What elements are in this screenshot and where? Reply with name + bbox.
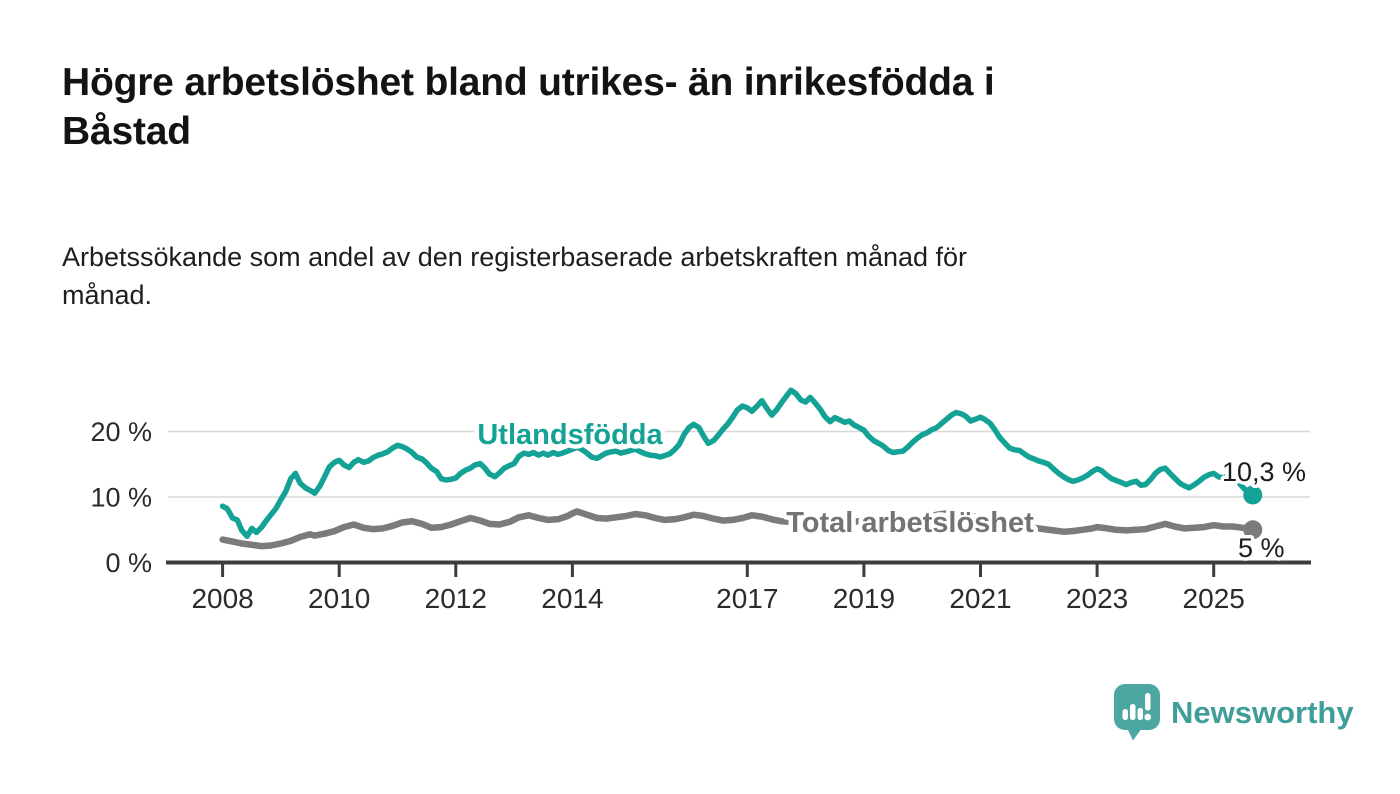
chart-subtitle-line1: Arbetssökande som andel av den registerb… [62, 242, 968, 272]
x-tick-label: 2008 [191, 583, 253, 614]
page-title-line1: Högre arbetslöshet bland utrikes- än inr… [62, 61, 995, 104]
x-tick-label: 2023 [1066, 583, 1128, 614]
x-tick-label: 2017 [716, 583, 778, 614]
end-dot-utlandsfodda [1243, 485, 1263, 505]
x-axis-tick-labels: 2008 2010 2012 2014 2017 2019 2021 2023 2025 [191, 583, 1244, 614]
newsworthy-logo[interactable]: Newsworthy [1114, 684, 1354, 741]
newsworthy-logo-text: Newsworthy [1171, 695, 1354, 730]
newsworthy-logo-icon [1114, 684, 1160, 741]
end-value-label-total: 5 % [1238, 533, 1285, 563]
x-tick-label: 2012 [425, 583, 487, 614]
line-utlandsfodda [219, 387, 1256, 540]
page-title: Högre arbetslöshet bland utrikes- än inr… [62, 58, 995, 156]
x-tick-label: 2019 [833, 583, 895, 614]
x-tick-label: 2010 [308, 583, 370, 614]
gridlines [168, 430, 1310, 498]
chart-subtitle-line2: månad. [62, 280, 153, 311]
end-value-label-utlandsfodda: 10,3 % [1222, 457, 1306, 487]
y-tick-label: 10 % [90, 483, 152, 513]
x-axis-ticks [221, 563, 1216, 577]
series-label-total-arbetsloshet: Total arbetslöshet [786, 507, 1034, 539]
x-tick-label: 2014 [541, 583, 603, 614]
y-axis-labels: 0 % 10 % 20 % [90, 417, 152, 578]
line-total-arbetsloshet [219, 508, 1257, 550]
x-tick-label: 2021 [949, 583, 1011, 614]
y-tick-label: 20 % [90, 417, 152, 447]
x-tick-label: 2025 [1183, 583, 1245, 614]
chart-subtitle: Arbetssökande som andel av den registerb… [62, 238, 967, 315]
page-title-line2: Båstad [62, 110, 191, 154]
y-tick-label: 0 % [105, 548, 152, 578]
series-label-utlandsfodda: Utlandsfödda [477, 419, 663, 451]
end-dot-total [1243, 520, 1263, 540]
